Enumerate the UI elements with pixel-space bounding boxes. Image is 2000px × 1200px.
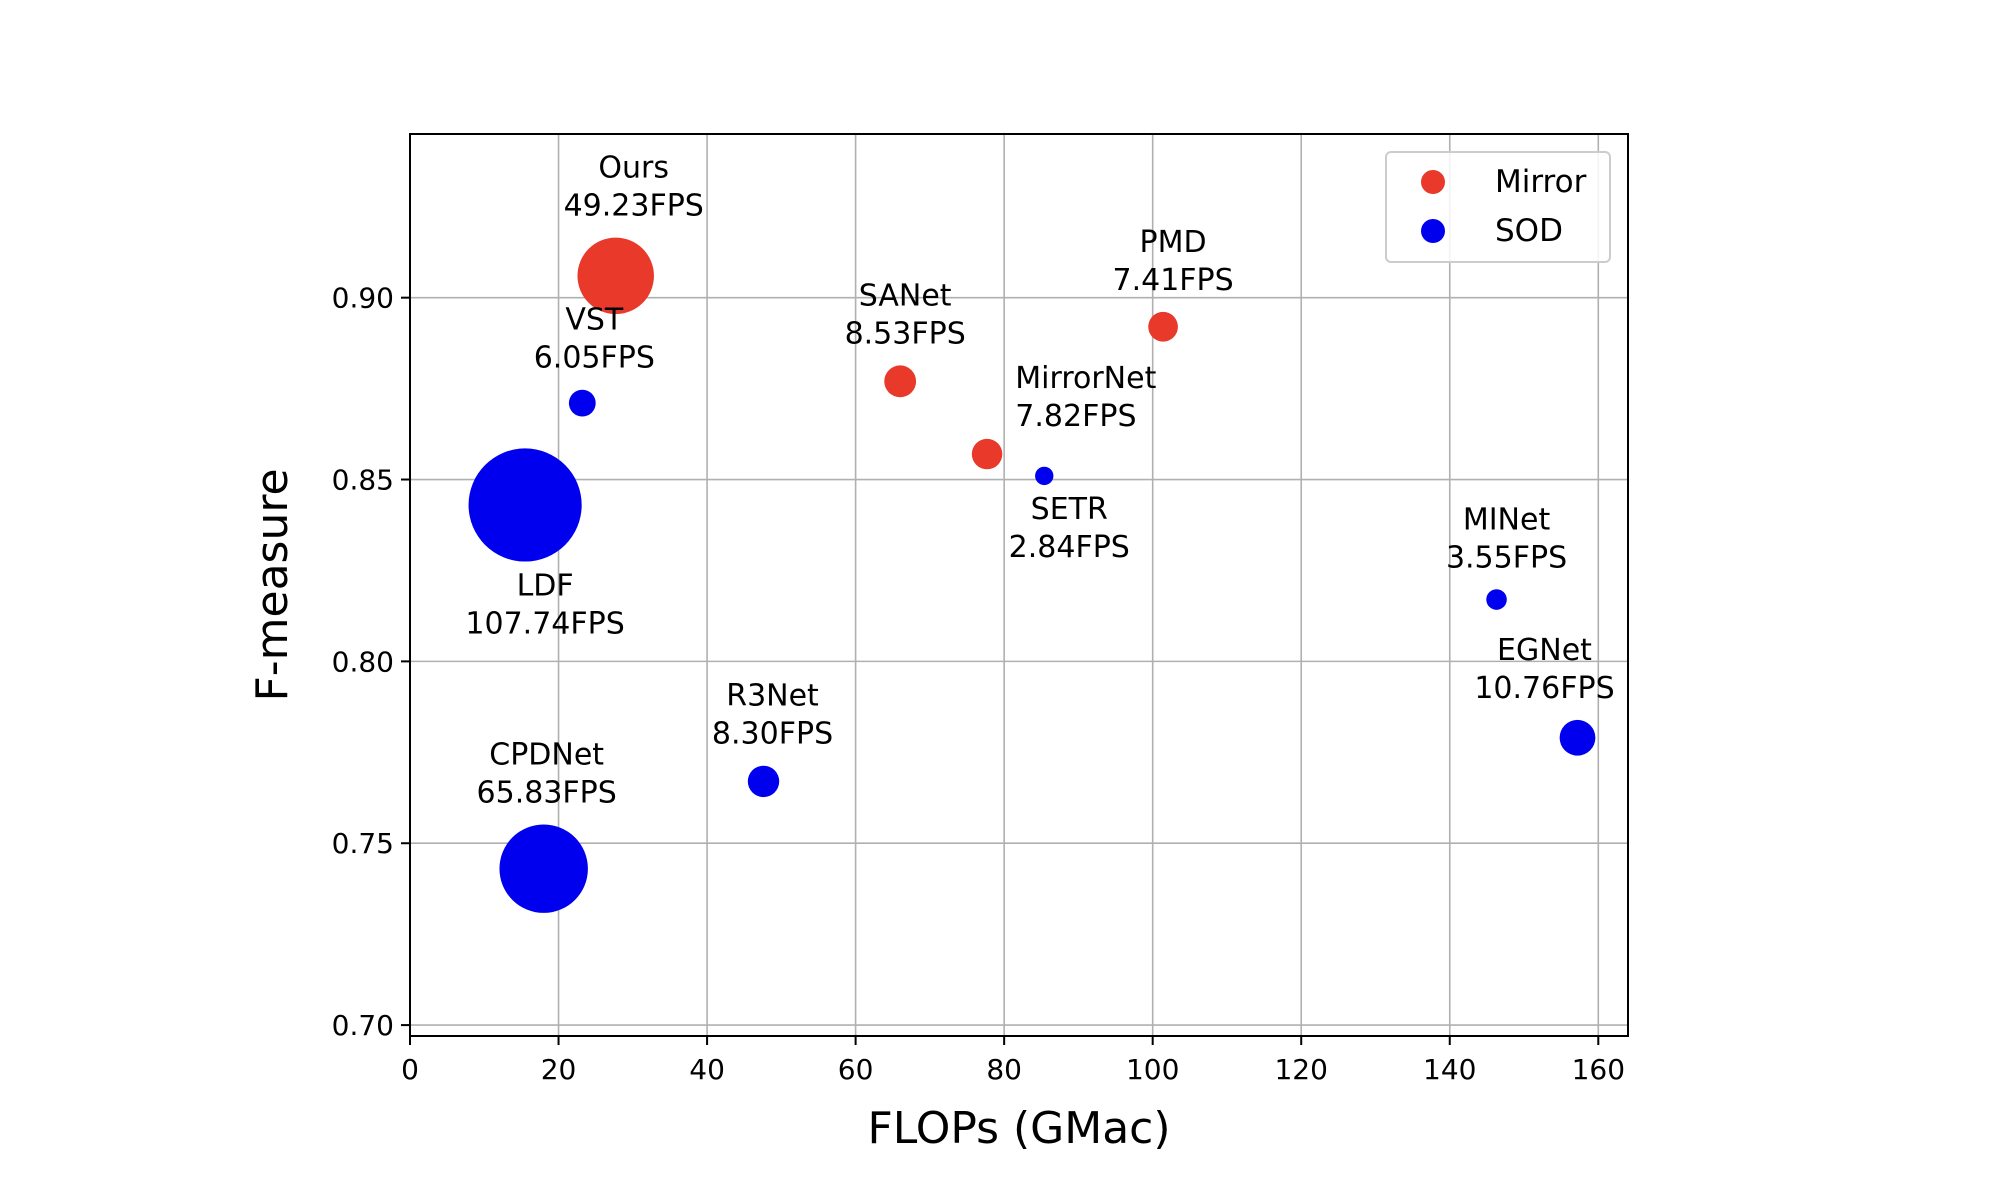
point-r3net <box>747 765 780 798</box>
legend-label-mirror: Mirror <box>1495 164 1587 200</box>
x-tick-label: 100 <box>1126 1053 1179 1086</box>
point-sanet <box>884 365 917 398</box>
point-label-fps: 7.41FPS <box>1112 263 1233 298</box>
data-points <box>468 237 1596 913</box>
point-setr <box>1035 466 1054 486</box>
x-tick-label: 40 <box>689 1053 725 1086</box>
point-label-fps: 7.82FPS <box>1015 399 1136 434</box>
point-label-model: SETR <box>1031 492 1108 527</box>
point-label-fps: 8.30FPS <box>712 717 833 752</box>
legend-label-sod: SOD <box>1495 213 1563 249</box>
point-label-model: Ours <box>598 151 669 186</box>
point-cpdnet <box>499 824 588 913</box>
point-vst <box>568 389 596 417</box>
x-axis-title: FLOPs (GMac) <box>867 1103 1170 1154</box>
y-axis-title: F-measure <box>247 468 298 701</box>
point-label-model: R3Net <box>726 679 819 714</box>
point-egnet <box>1559 719 1596 756</box>
legend-swatch-sod <box>1421 219 1445 243</box>
point-label-fps: 2.84FPS <box>1009 530 1130 565</box>
point-label-model: CPDNet <box>489 737 604 772</box>
point-ldf <box>468 448 582 562</box>
x-tick-label: 120 <box>1274 1053 1327 1086</box>
point-label-model: SANet <box>859 278 952 313</box>
legend: Mirror SOD <box>1385 151 1611 263</box>
x-tick-label: 160 <box>1572 1053 1625 1086</box>
point-label-fps: 10.76FPS <box>1474 671 1614 706</box>
y-tick-label: 0.70 <box>332 1009 394 1042</box>
point-label-model: LDF <box>517 569 574 604</box>
x-tick-label: 140 <box>1423 1053 1476 1086</box>
point-mirrornet <box>971 438 1003 470</box>
point-label-model: EGNet <box>1497 633 1592 668</box>
y-axis-ticks: 0.70 0.75 0.80 0.85 0.90 <box>332 282 410 1042</box>
point-label-fps: 107.74FPS <box>465 607 624 642</box>
x-tick-label: 80 <box>986 1053 1022 1086</box>
point-ours <box>577 237 654 315</box>
legend-swatch-mirror <box>1421 170 1445 194</box>
point-pmd <box>1148 311 1178 342</box>
plot-frame <box>409 133 1629 1037</box>
point-minet <box>1486 589 1507 610</box>
y-tick-label: 0.85 <box>332 464 394 497</box>
x-tick-label: 20 <box>541 1053 577 1086</box>
y-tick-label: 0.90 <box>332 282 394 315</box>
x-tick-label: 60 <box>838 1053 874 1086</box>
y-tick-label: 0.75 <box>332 827 394 860</box>
point-label-model: PMD <box>1140 225 1207 260</box>
x-axis-ticks: 0 20 40 60 80 100 120 140 160 <box>401 1036 1625 1086</box>
point-label-model: MINet <box>1463 502 1551 537</box>
point-label-model: MirrorNet <box>1015 361 1156 396</box>
point-label-fps: 49.23FPS <box>564 189 704 224</box>
point-label-fps: 65.83FPS <box>477 775 617 810</box>
point-label-fps: 8.53FPS <box>845 316 966 351</box>
point-label-fps: 6.05FPS <box>534 341 655 376</box>
point-label-model: VST <box>565 303 624 338</box>
x-tick-label: 0 <box>401 1053 419 1086</box>
point-label-fps: 3.55FPS <box>1446 540 1567 575</box>
grid-lines <box>409 134 1628 1036</box>
y-tick-label: 0.80 <box>332 645 394 678</box>
